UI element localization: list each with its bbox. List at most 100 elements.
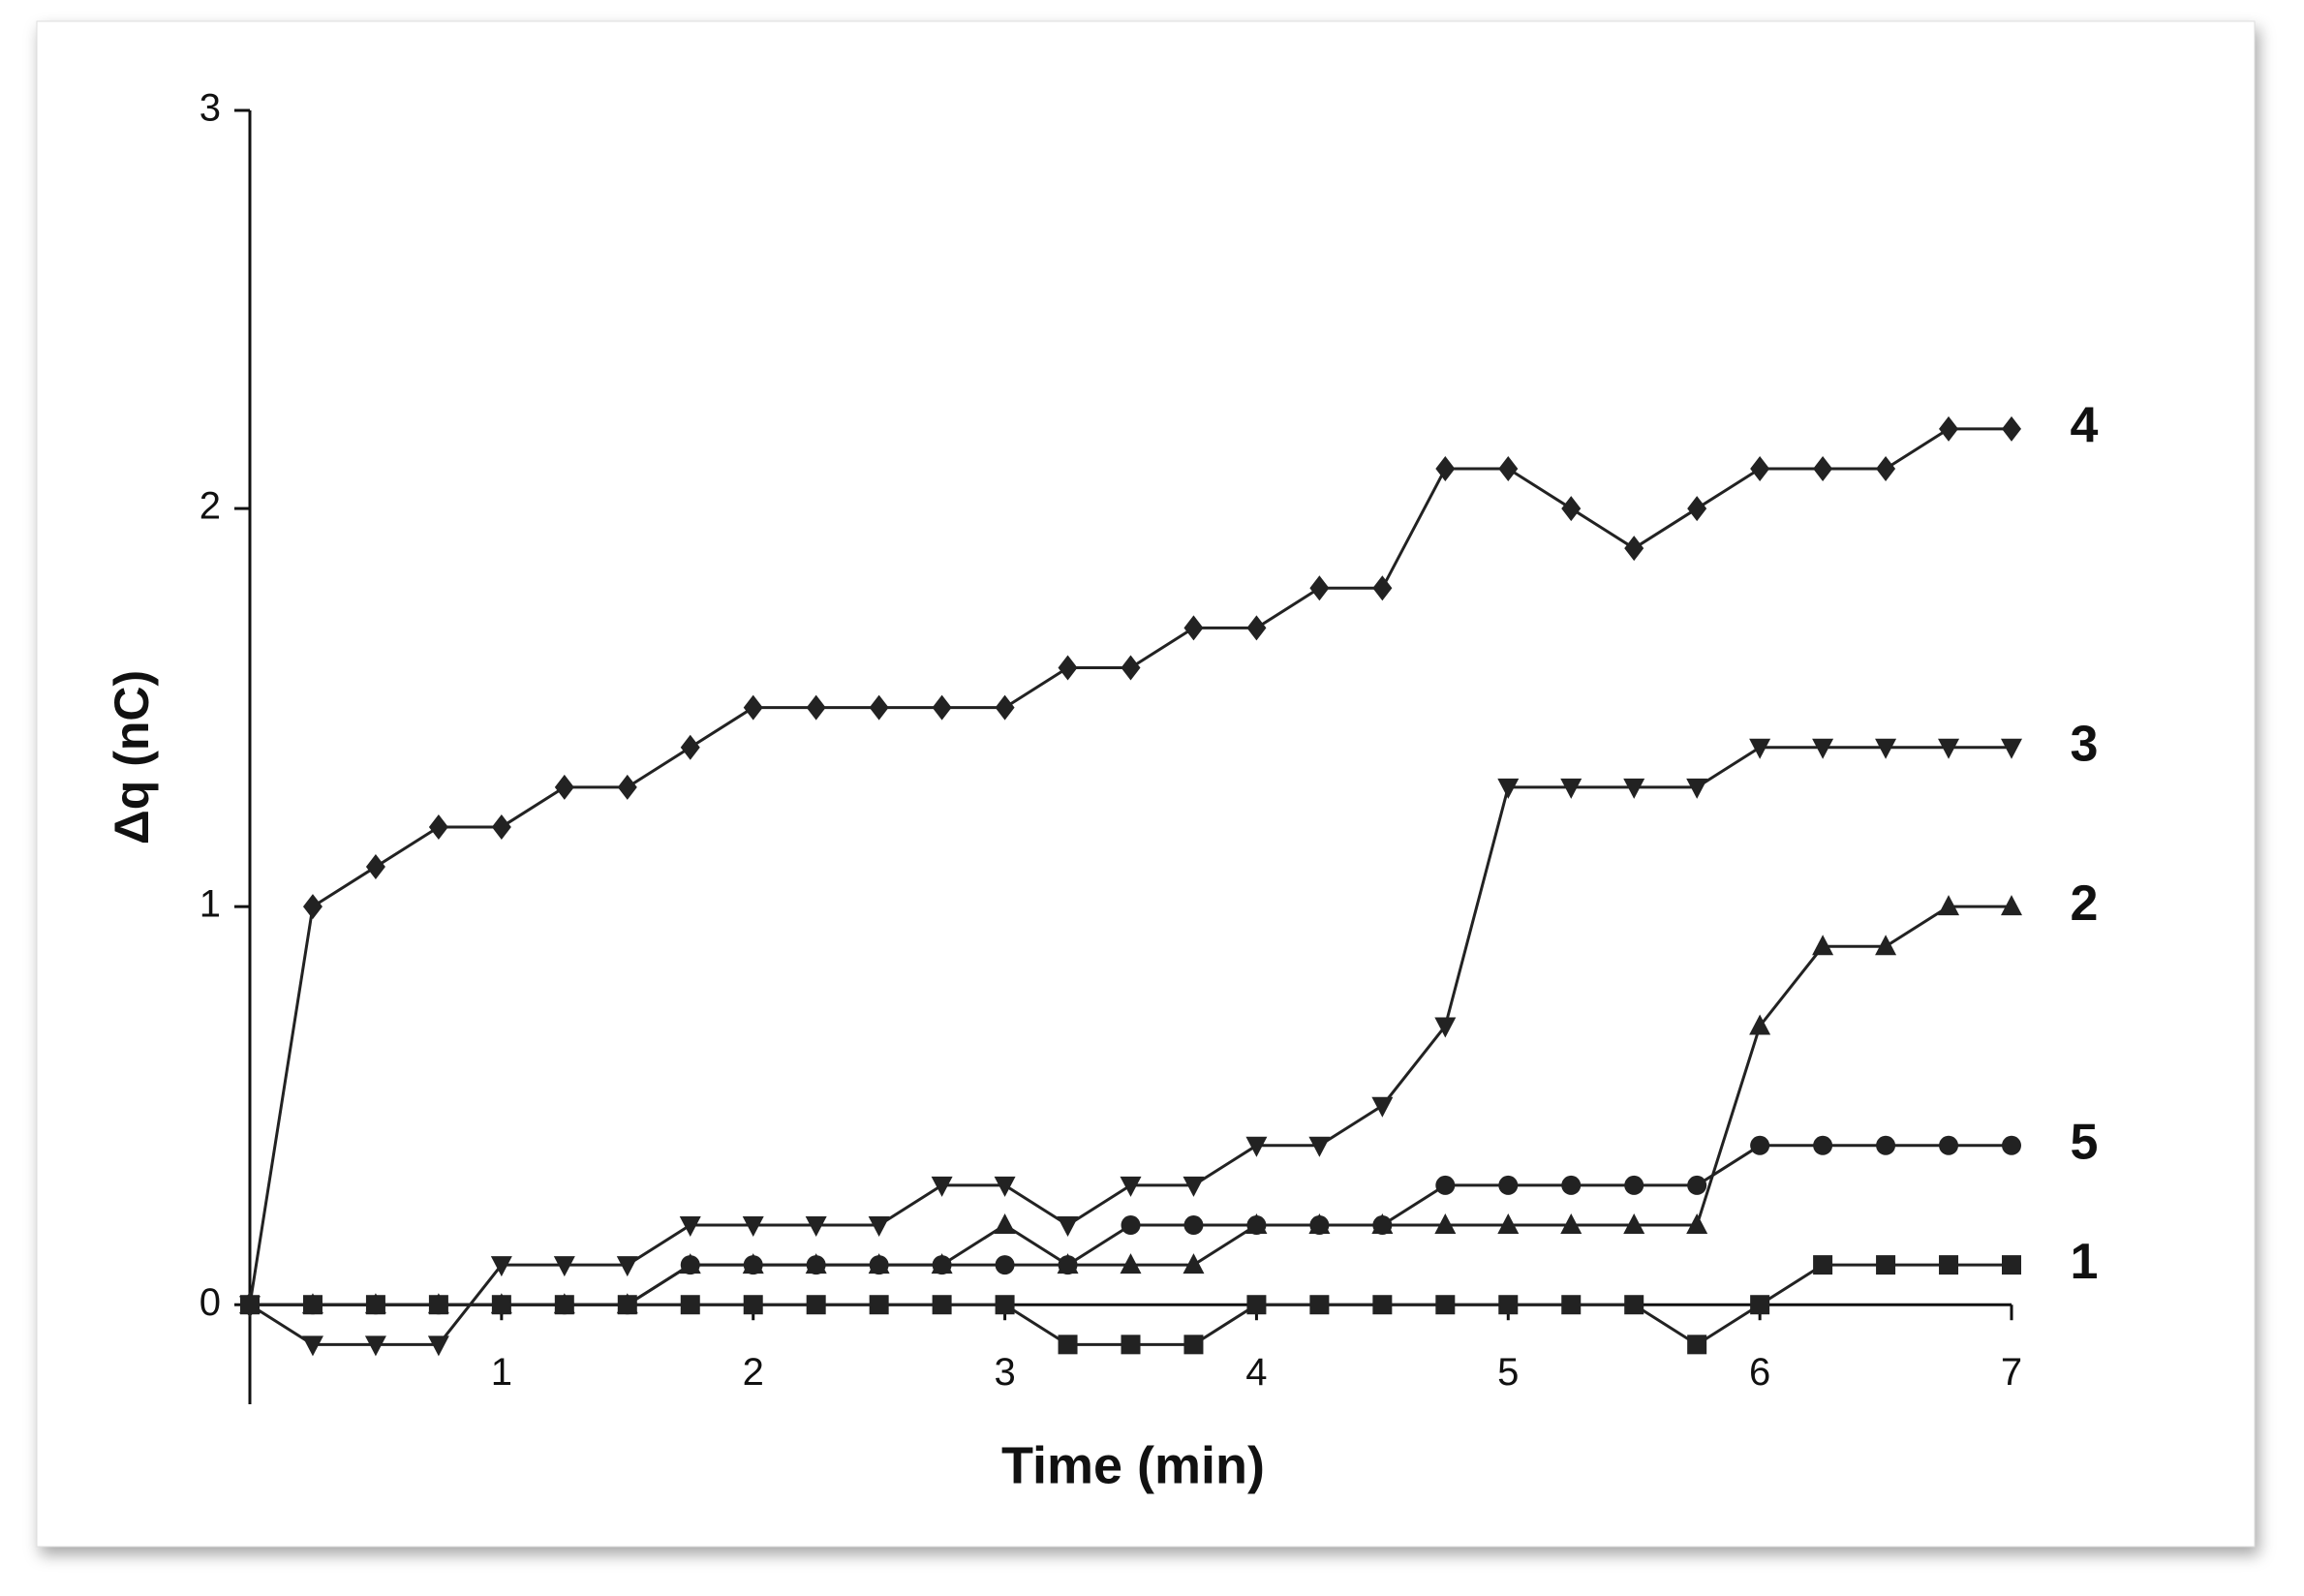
marker xyxy=(679,1216,701,1238)
marker xyxy=(1687,1335,1707,1355)
y-axis-label: Δq (nC) xyxy=(105,670,159,844)
marker xyxy=(1624,536,1644,562)
marker xyxy=(931,1176,953,1197)
series-label: 5 xyxy=(2071,1115,2099,1171)
marker xyxy=(1876,1135,1896,1155)
marker xyxy=(1183,1176,1205,1197)
x-tick-label: 3 xyxy=(994,1351,1015,1394)
marker xyxy=(1812,738,1834,759)
marker xyxy=(1687,496,1707,522)
marker xyxy=(1246,1295,1267,1315)
marker xyxy=(1749,738,1771,759)
marker xyxy=(1245,1136,1268,1157)
marker xyxy=(742,1216,764,1238)
marker xyxy=(680,1255,700,1275)
marker xyxy=(1371,1096,1394,1118)
marker xyxy=(1120,1176,1142,1197)
x-tick-label: 4 xyxy=(1245,1351,1267,1394)
marker xyxy=(806,1295,826,1315)
x-tick-label: 5 xyxy=(1497,1351,1519,1394)
marker xyxy=(1561,496,1582,522)
marker xyxy=(743,694,763,721)
marker xyxy=(1058,1335,1078,1355)
marker xyxy=(1498,1175,1519,1195)
marker xyxy=(1309,575,1330,601)
series-label: 4 xyxy=(2071,398,2099,454)
marker xyxy=(1750,1135,1770,1155)
marker xyxy=(1183,1335,1204,1355)
marker xyxy=(554,774,574,800)
marker xyxy=(806,1255,826,1275)
marker xyxy=(1434,1213,1457,1235)
x-axis-label: Time (min) xyxy=(1001,1436,1265,1494)
marker xyxy=(1120,1253,1142,1274)
series-label: 1 xyxy=(2071,1234,2099,1290)
marker xyxy=(1372,1215,1393,1236)
marker xyxy=(805,1216,827,1238)
x-tick-label: 6 xyxy=(1749,1351,1770,1394)
marker xyxy=(1372,575,1393,601)
marker xyxy=(1309,1215,1330,1236)
marker xyxy=(868,1216,890,1238)
marker xyxy=(1372,1295,1393,1315)
marker xyxy=(1938,738,1960,759)
marker xyxy=(1246,615,1267,641)
marker xyxy=(1497,778,1520,799)
marker xyxy=(1687,1175,1707,1195)
marker xyxy=(1058,655,1078,681)
x-tick-label: 7 xyxy=(2001,1351,2022,1394)
marker xyxy=(1435,455,1456,481)
marker xyxy=(365,1295,385,1315)
marker xyxy=(1875,935,1897,956)
marker xyxy=(1246,1215,1267,1236)
marker xyxy=(1939,1255,1959,1275)
marker xyxy=(1750,1295,1770,1315)
marker xyxy=(2002,415,2021,442)
marker xyxy=(932,1295,952,1315)
marker xyxy=(1183,615,1204,641)
marker xyxy=(240,1295,260,1315)
marker xyxy=(1561,1295,1582,1315)
marker xyxy=(1750,455,1770,481)
marker xyxy=(1057,1216,1079,1238)
marker xyxy=(1561,1175,1582,1195)
marker xyxy=(1624,1295,1644,1315)
marker xyxy=(995,1255,1015,1275)
series-label: 2 xyxy=(2071,875,2099,932)
marker xyxy=(428,813,448,840)
marker xyxy=(1435,1175,1456,1195)
marker xyxy=(1813,1135,1833,1155)
marker xyxy=(490,1256,512,1277)
marker xyxy=(1308,1136,1331,1157)
y-tick-label: 0 xyxy=(200,1281,221,1324)
marker xyxy=(869,1255,889,1275)
marker xyxy=(553,1256,575,1277)
marker xyxy=(995,1295,1015,1315)
marker xyxy=(1938,895,1960,916)
marker xyxy=(302,894,323,920)
marker xyxy=(1813,1255,1833,1275)
marker xyxy=(1623,1213,1645,1235)
marker xyxy=(806,694,826,721)
marker xyxy=(1121,655,1141,681)
marker xyxy=(491,813,511,840)
marker xyxy=(2001,738,2022,759)
marker xyxy=(680,1295,700,1315)
marker xyxy=(1121,1215,1141,1236)
marker xyxy=(1749,1014,1771,1035)
marker xyxy=(1121,1335,1141,1355)
marker xyxy=(994,1176,1016,1197)
marker xyxy=(680,734,700,760)
marker xyxy=(1183,1215,1204,1236)
marker xyxy=(1686,1213,1708,1235)
marker xyxy=(1058,1255,1078,1275)
marker xyxy=(1624,1175,1644,1195)
marker xyxy=(617,1295,637,1315)
marker xyxy=(1498,1295,1519,1315)
marker xyxy=(617,774,637,800)
marker xyxy=(995,694,1015,721)
marker xyxy=(1939,1135,1959,1155)
marker xyxy=(1623,778,1645,799)
marker xyxy=(301,1335,323,1357)
